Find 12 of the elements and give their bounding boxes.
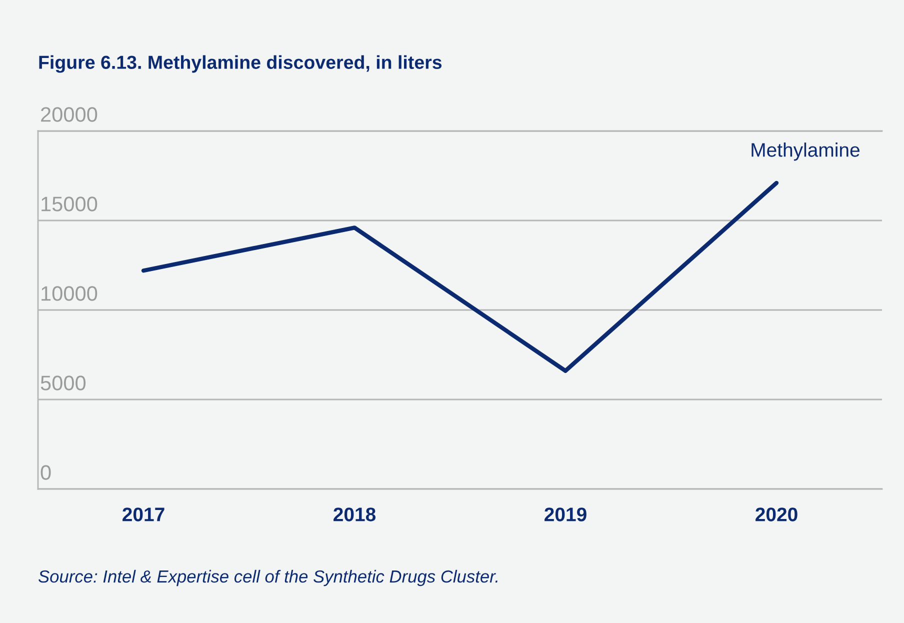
x-tick-label: 2020 (756, 508, 798, 522)
x-tick-label: 2018 (334, 508, 376, 522)
y-tick-label: 15000 (42, 196, 98, 212)
y-tick-label: 20000 (41, 107, 98, 122)
x-tick-label: 2017 (122, 508, 164, 522)
y-tick-label: 5000 (40, 376, 86, 390)
source-note: Source: Intel & Expertise cell of the Synthetic Drugs Cluster. (38, 570, 498, 586)
x-tick-label: 2019 (544, 508, 586, 522)
y-tick-label: 0 (40, 465, 51, 480)
y-tick-label: 10000 (42, 286, 98, 301)
series-label: Methylamine (752, 142, 860, 161)
chart-title: Figure 6.13. Methylamine discovered, in liters (39, 55, 442, 73)
